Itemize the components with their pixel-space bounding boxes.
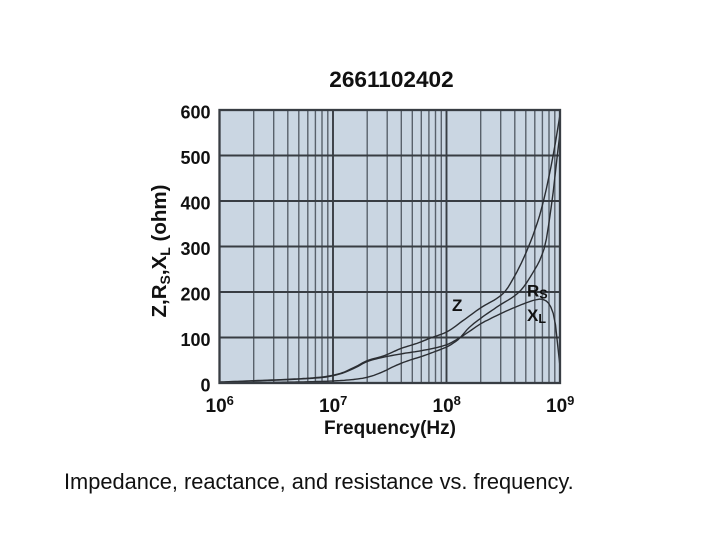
svg-text:Frequency(Hz): Frequency(Hz) (324, 418, 456, 439)
svg-text:Impedance, reactance, and resi: Impedance, reactance, and resistance vs.… (64, 469, 574, 494)
svg-text:106: 106 (206, 393, 234, 417)
svg-text:0: 0 (200, 376, 210, 396)
svg-text:600: 600 (180, 103, 210, 123)
svg-text:Z: Z (452, 296, 462, 315)
svg-text:Z,RS,XL (ohm): Z,RS,XL (ohm) (148, 185, 173, 318)
svg-text:108: 108 (433, 393, 461, 417)
svg-text:100: 100 (180, 330, 210, 350)
svg-text:400: 400 (180, 194, 210, 214)
svg-text:200: 200 (180, 285, 210, 305)
svg-text:2661102402: 2661102402 (329, 67, 453, 92)
svg-text:500: 500 (180, 148, 210, 168)
svg-text:109: 109 (546, 393, 574, 417)
svg-text:107: 107 (319, 393, 347, 417)
svg-text:300: 300 (180, 239, 210, 259)
